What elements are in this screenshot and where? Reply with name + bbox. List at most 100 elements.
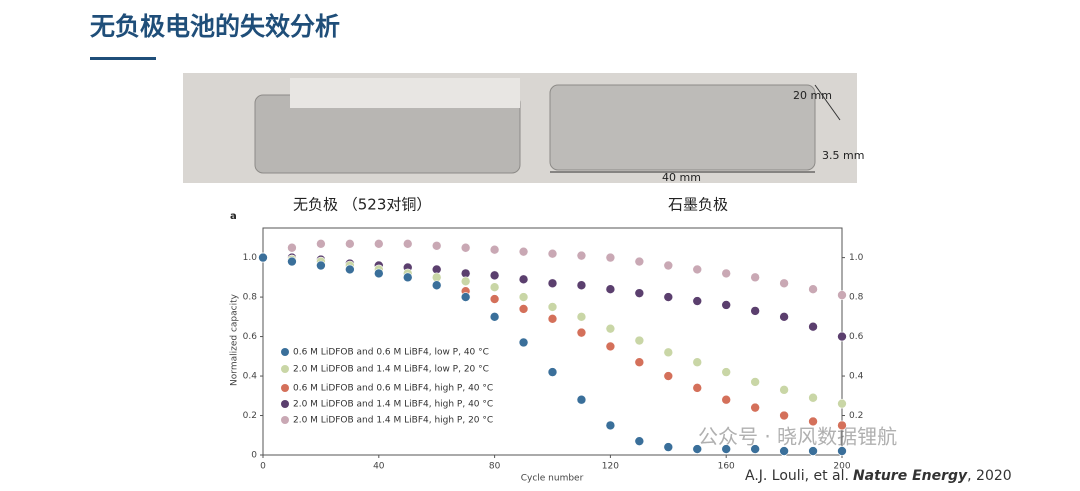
x-tick-label: 120 — [602, 462, 619, 472]
legend-label: 0.6 M LiDFOB and 0.6 M LiBF4, low P, 40 … — [293, 348, 489, 358]
y-tick-label: 0.8 — [243, 293, 258, 303]
data-point — [547, 278, 558, 289]
chart: 0 0.2 0.4 0.6 0.8 1.0 0.2 0.4 0.6 0.8 1.0 0 40 80 120 1… — [243, 227, 864, 472]
data-point — [837, 420, 847, 431]
caption: 无负极 （523对铜） — [293, 196, 431, 214]
data-point — [808, 284, 818, 294]
data-point — [518, 292, 529, 302]
data-point — [837, 331, 847, 342]
data-point — [808, 416, 818, 427]
data-point — [634, 256, 645, 267]
data-point — [258, 252, 268, 263]
x-tick-label: 200 — [833, 462, 850, 472]
data-point — [489, 294, 500, 304]
data-point — [634, 288, 645, 298]
data-point — [518, 337, 529, 348]
title-underline — [90, 57, 156, 60]
watermark: 公众号 · 晓风数据锂航 — [698, 425, 897, 449]
data-point — [460, 276, 471, 287]
y-tick-label: 0.6 — [243, 332, 258, 342]
data-point — [431, 240, 442, 251]
data-point — [373, 238, 384, 249]
legend-marker — [281, 365, 289, 373]
data-point — [692, 383, 703, 393]
plot-frame — [262, 227, 843, 456]
citation-year: , 2020 — [967, 468, 1012, 484]
data-point — [779, 278, 789, 289]
legend-label: 2.0 M LiDFOB and 1.4 M LiBF4, low P, 20 … — [293, 365, 489, 375]
data-point — [605, 341, 616, 352]
y2-tick-label: 0.6 — [849, 332, 864, 342]
y-tick-label: 1.0 — [243, 253, 258, 263]
data-point — [605, 323, 616, 334]
y-axis-label: Normalized capacity — [230, 293, 240, 386]
citation-journal: Nature Energy — [853, 468, 968, 484]
data-point — [547, 302, 558, 312]
y-tick-label: 0.2 — [243, 411, 257, 421]
data-point — [808, 392, 818, 403]
y2-tick-label: 0.2 — [849, 411, 863, 421]
data-point — [547, 313, 558, 324]
data-point — [460, 292, 471, 302]
data-point — [721, 444, 732, 454]
data-point — [576, 327, 587, 338]
data-point — [316, 238, 326, 249]
data-point — [489, 270, 500, 281]
data-point — [692, 296, 703, 306]
battery-photo — [183, 73, 857, 183]
y2-tick-label: 1.0 — [849, 253, 864, 263]
data-point — [518, 304, 529, 314]
slide-title: 无负极电池的失效分析 — [90, 12, 340, 41]
photo-label: 20 mm — [793, 89, 832, 102]
data-point — [402, 238, 413, 249]
data-point — [576, 250, 587, 261]
data-point — [721, 268, 732, 279]
data-point — [287, 242, 297, 253]
photo-label: 3.5 mm — [822, 149, 864, 162]
data-point — [779, 385, 789, 395]
data-point — [489, 312, 500, 322]
data-point — [779, 410, 789, 421]
data-point — [634, 357, 645, 368]
data-point — [837, 398, 847, 409]
legend-marker — [281, 416, 289, 424]
data-point — [345, 264, 355, 275]
data-point — [692, 264, 703, 275]
x-tick-label: 0 — [260, 462, 266, 472]
data-point — [750, 306, 760, 316]
data-point — [287, 256, 297, 267]
data-point — [489, 244, 500, 255]
data-point — [750, 272, 760, 283]
caption: 石墨负极 — [668, 196, 728, 214]
legend-marker — [281, 400, 289, 408]
y-tick-label: 0 — [251, 451, 257, 461]
data-point — [518, 274, 529, 285]
data-point — [750, 444, 760, 454]
data-point — [837, 290, 847, 300]
data-point — [489, 282, 500, 293]
data-point — [692, 444, 703, 454]
data-point — [605, 420, 616, 431]
data-point — [721, 300, 732, 310]
data-point — [692, 357, 703, 368]
data-point — [316, 260, 326, 271]
data-point — [431, 280, 442, 291]
data-point — [576, 394, 587, 405]
data-point — [634, 436, 645, 446]
y2-tick-label: 0.8 — [849, 293, 864, 303]
data-point — [402, 272, 413, 283]
data-point — [721, 367, 732, 377]
data-point — [663, 292, 674, 302]
data-point — [808, 446, 818, 456]
x-tick-label: 160 — [718, 462, 735, 472]
citation-authors: A.J. Louli, et al. — [745, 468, 849, 484]
y2-tick-label: 0.4 — [849, 372, 864, 382]
data-point — [837, 446, 847, 456]
data-point — [576, 312, 587, 322]
data-point — [605, 284, 616, 294]
data-point — [663, 371, 674, 381]
x-axis-label: Cycle number — [521, 474, 584, 484]
data-point — [547, 248, 558, 259]
panel-label: a — [230, 211, 237, 222]
